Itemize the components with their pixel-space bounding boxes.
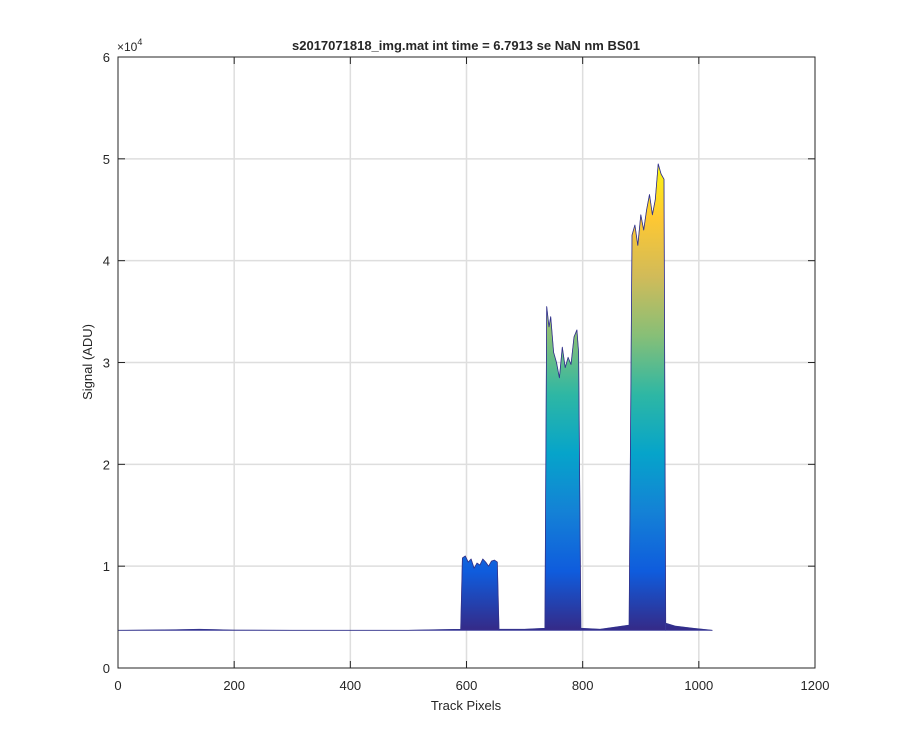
y-axis-label: Signal (ADU)	[80, 324, 95, 400]
signal-line-4	[665, 622, 713, 631]
x-tick-label: 600	[456, 678, 478, 693]
signal-line-1	[117, 555, 500, 631]
y-tick-label: 6	[103, 50, 110, 65]
y-exponent: ×104	[117, 37, 142, 54]
x-tick-label: 1000	[684, 678, 713, 693]
signal-line-3	[580, 163, 667, 630]
y-tick-label: 0	[103, 661, 110, 676]
y-tick-label: 4	[103, 254, 110, 269]
y-tick-label: 3	[103, 356, 110, 371]
x-tick-label: 800	[572, 678, 594, 693]
x-axis-label: Track Pixels	[431, 698, 502, 713]
y-exponent-power: 4	[137, 37, 142, 47]
chart-title: s2017071818_img.mat int time = 6.7913 se…	[292, 38, 640, 53]
y-exponent-base: ×10	[117, 40, 138, 54]
y-tick-label: 5	[103, 152, 110, 167]
y-tick-label: 1	[103, 559, 110, 574]
x-tick-label: 400	[339, 678, 361, 693]
data-layer	[117, 163, 713, 631]
x-tick-label: 0	[114, 678, 121, 693]
x-tick-label: 200	[223, 678, 245, 693]
signal-line-2	[499, 306, 582, 630]
ticks: 0 200 400 600 800 1000 1200 0 1 2 3 4 5 6	[103, 50, 830, 693]
x-tick-label: 1200	[801, 678, 830, 693]
y-tick-label: 2	[103, 457, 110, 472]
